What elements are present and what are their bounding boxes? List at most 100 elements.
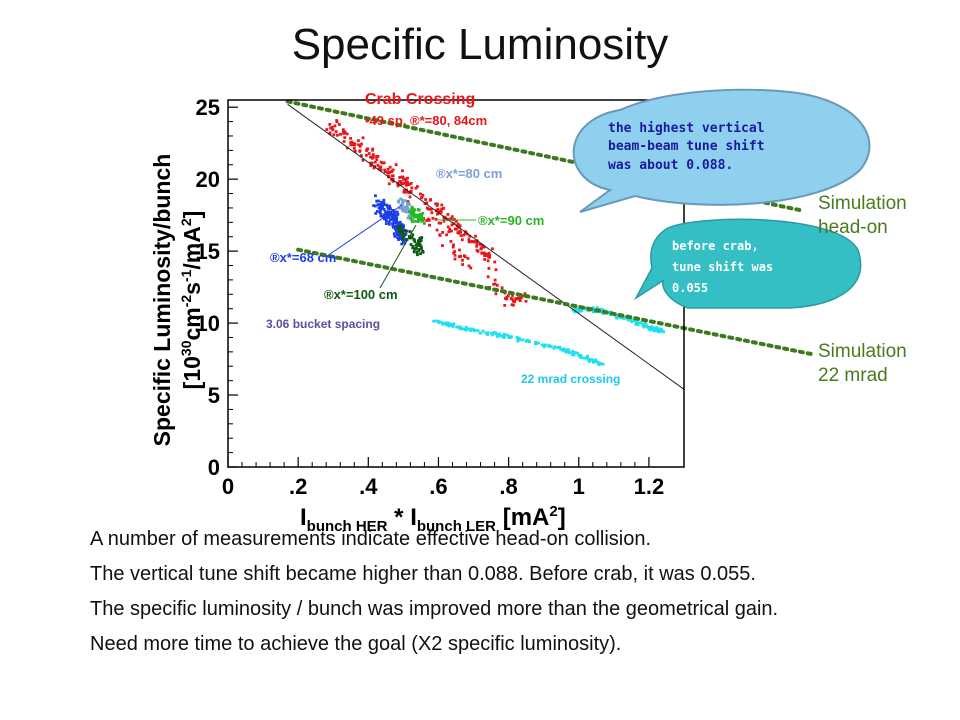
data-point	[379, 214, 383, 218]
data-point	[394, 214, 398, 217]
data-point	[414, 213, 417, 217]
data-point	[558, 345, 562, 349]
data-point	[574, 351, 577, 354]
data-point	[388, 171, 391, 174]
data-point	[386, 171, 390, 175]
data-point	[516, 339, 520, 343]
data-point	[449, 217, 453, 221]
x-tick-label: .8	[499, 474, 517, 499]
data-point	[491, 333, 494, 337]
data-point	[473, 328, 477, 332]
data-point	[415, 215, 419, 219]
data-point	[382, 215, 385, 219]
data-point	[378, 211, 382, 214]
data-point	[656, 329, 660, 333]
data-point	[371, 153, 375, 157]
data-point	[369, 164, 373, 167]
data-point	[396, 225, 400, 229]
data-point	[522, 294, 525, 298]
data-point	[643, 321, 647, 325]
data-point	[502, 332, 506, 336]
data-point	[411, 233, 415, 237]
data-point	[391, 168, 395, 172]
data-point	[408, 230, 412, 233]
data-point	[414, 219, 417, 223]
data-point	[400, 203, 404, 207]
data-point	[334, 130, 338, 134]
data-point	[634, 322, 638, 326]
data-point	[418, 192, 422, 196]
data-point	[456, 222, 460, 226]
data-point	[549, 344, 553, 348]
data-point	[373, 160, 377, 164]
data-point	[494, 268, 498, 272]
data-point	[345, 132, 349, 136]
data-point	[533, 342, 537, 346]
data-point	[405, 190, 408, 194]
callout-highest-tune-shift: the highest vertical beam-beam tune shif…	[572, 88, 871, 213]
data-point	[479, 331, 483, 335]
sim-22mrad-line1: Simulation	[818, 341, 907, 362]
data-point	[459, 254, 463, 258]
x-tick-label: 1	[573, 474, 585, 499]
data-point	[357, 143, 361, 147]
data-point	[343, 136, 347, 140]
data-point	[403, 206, 407, 210]
data-point	[394, 218, 398, 221]
data-point	[413, 247, 417, 251]
data-point	[461, 327, 465, 331]
data-point	[570, 353, 574, 357]
data-point	[460, 238, 464, 242]
svg-text:Specific Luminosity/bunch: Specific Luminosity/bunch	[149, 154, 175, 447]
data-point	[376, 163, 380, 167]
data-point	[655, 326, 658, 330]
data-point	[399, 235, 403, 238]
data-point	[367, 152, 371, 155]
data-point	[500, 286, 504, 290]
data-point	[451, 325, 455, 328]
series-crab_main	[325, 119, 498, 272]
data-point	[361, 158, 365, 162]
data-point	[402, 189, 406, 192]
data-point	[406, 206, 409, 210]
data-point	[419, 245, 423, 249]
data-point	[387, 222, 391, 226]
data-point	[516, 296, 520, 300]
data-point	[425, 201, 429, 205]
data-point	[414, 186, 418, 190]
data-point	[382, 201, 386, 205]
data-point	[328, 132, 332, 136]
data-point	[563, 348, 567, 352]
data-point	[410, 207, 414, 211]
data-point	[371, 156, 374, 160]
data-point	[410, 235, 414, 239]
data-point	[527, 340, 531, 343]
data-point	[483, 252, 487, 256]
data-point	[518, 338, 522, 342]
data-point	[440, 207, 444, 211]
data-point	[475, 244, 479, 248]
data-point	[470, 327, 474, 331]
data-point	[420, 196, 423, 200]
y-tick-label: 25	[196, 95, 220, 120]
data-point	[411, 218, 415, 222]
data-point	[480, 246, 483, 250]
data-point	[584, 356, 588, 360]
data-point	[537, 341, 541, 345]
data-point	[420, 236, 424, 239]
data-point	[443, 322, 447, 325]
data-point	[410, 186, 414, 190]
data-point	[595, 306, 599, 310]
data-point	[462, 233, 466, 237]
data-point	[472, 240, 476, 244]
data-point	[434, 319, 438, 323]
data-point	[388, 218, 392, 222]
annotation-beta100: ®x*=100 cm	[324, 287, 398, 302]
bullet-list: A number of measurements indicate effect…	[62, 526, 942, 666]
data-point	[586, 357, 590, 360]
annotation-beta90: ®x*=90 cm	[478, 213, 544, 228]
data-point	[384, 211, 388, 215]
data-point	[452, 243, 455, 247]
data-point	[584, 307, 588, 311]
data-point	[396, 199, 400, 203]
